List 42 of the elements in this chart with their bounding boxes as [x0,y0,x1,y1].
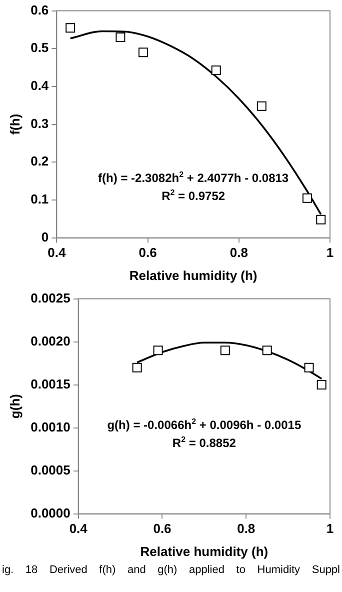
point [66,23,76,33]
x-tick-label: 0.6 [153,521,172,536]
point [256,101,266,111]
point [132,362,142,372]
y-tick-label: 0.0025 [30,290,70,306]
y-tick-label: 0.3 [30,116,49,131]
y-tick-label: 0.0015 [30,376,70,392]
annotation: R$^{2}$ = 0.9752 [162,188,226,203]
annotation: g(h) = -0.0066h$^{2}$ + 0.0096h - 0.0015 [107,417,302,432]
text: ig. 18 Derived f(h) and g(h) applied to Humidity Suppl [1,564,341,576]
point [262,346,272,356]
point [138,48,148,58]
y-tick-label: 0.0010 [30,419,70,434]
y-tick-label: 0.1 [30,192,49,207]
point [302,193,312,203]
point [116,32,126,42]
y-tick-label: 0.0000 [30,505,70,520]
point [316,380,326,390]
point [316,214,326,224]
y-tick-label: 0.5 [30,40,49,56]
x-axis-title: Relative humidity (h) [140,544,268,559]
x-tick-label: 0.8 [237,521,256,536]
y-tick-label: 0.2 [30,154,49,169]
annotation: f(h) = -2.3082h$^{2}$ + 2.4077h - 0.0813 [98,170,289,185]
point [304,362,314,372]
point [211,65,221,75]
x-tick-label: 0.4 [69,521,88,536]
x-tick-label: 1 [326,521,334,536]
y-tick-label: 0.4 [30,78,50,94]
y-axis-title: f(h) [7,114,22,135]
y-tick-label: 0.0020 [30,333,70,348]
x-tick-label: 0.8 [230,245,248,260]
y-axis-title: g(h) [7,394,22,419]
x-axis-title: Relative humidity (h) [129,268,258,283]
point [153,346,163,356]
y-tick-label: 0.6 [30,2,49,18]
x-tick-label: 0.6 [138,245,157,260]
y-tick-label: 0 [41,229,49,244]
y-tick-label: 0.0005 [30,462,70,478]
annotation: R$^{2}$ = 0.8852 [172,435,236,450]
point [220,346,230,356]
x-tick-label: 1 [326,245,334,260]
